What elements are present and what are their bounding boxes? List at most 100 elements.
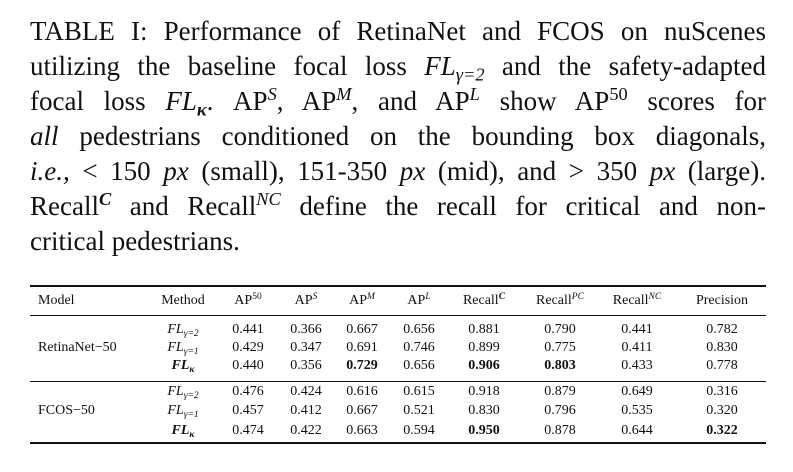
- text-run: scores for: [627, 86, 767, 116]
- value-cell: 0.366: [290, 322, 322, 337]
- text-run: NC: [256, 188, 281, 209]
- caption-line: focal loss FLκ. APS, APM, and APL show A…: [30, 84, 766, 119]
- method-cell: FLγ=2: [167, 322, 199, 339]
- text-run: FL: [167, 340, 184, 355]
- value-cell: 0.656: [403, 322, 435, 337]
- value-cell: 0.878: [544, 423, 576, 438]
- header-cell: APL: [407, 291, 431, 309]
- text-run: γ=1: [183, 346, 199, 357]
- text-run: show AP: [479, 86, 610, 116]
- caption-line: RecallC and RecallNC define the recall f…: [30, 189, 766, 224]
- text-run: L: [425, 291, 431, 302]
- text-run: Recall: [612, 293, 649, 308]
- value-cell: 0.474: [232, 423, 264, 438]
- value-cell: 0.521: [403, 403, 435, 418]
- text-run: and the safety-adapted: [484, 51, 766, 81]
- header-cell: Method: [161, 293, 205, 309]
- text-run: < 150: [69, 156, 164, 186]
- value-cell: 0.433: [621, 358, 653, 373]
- text-run: , AP: [276, 86, 337, 116]
- value-cell: 0.424: [290, 384, 322, 399]
- value-cell: 0.879: [544, 384, 576, 399]
- text-run: M: [366, 291, 375, 302]
- text-run: focal loss: [30, 86, 166, 116]
- value-cell: 0.411: [621, 340, 653, 355]
- text-run: TABLE I: Performance of RetinaNet and FC…: [30, 16, 766, 46]
- value-cell: 0.616: [346, 384, 378, 399]
- text-run: C: [498, 291, 506, 302]
- value-cell: 0.615: [403, 384, 435, 399]
- header-cell: RecallNC: [612, 291, 662, 309]
- value-cell: 0.775: [544, 340, 576, 355]
- text-run: (large).: [675, 156, 766, 186]
- value-cell: 0.899: [468, 340, 500, 355]
- header-rule: [30, 315, 766, 316]
- text-run: all: [30, 121, 59, 151]
- group-rule: [30, 381, 766, 382]
- header-cell: Model: [38, 293, 75, 309]
- text-run: FL: [167, 403, 184, 418]
- value-cell: 0.950: [468, 423, 500, 438]
- value-cell: 0.457: [232, 403, 264, 418]
- text-run: M: [336, 83, 352, 104]
- model-cell: FCOS−50: [38, 403, 95, 418]
- value-cell: 0.729: [346, 358, 378, 373]
- text-run: γ=2: [183, 390, 199, 401]
- header-cell: RecallC: [463, 291, 506, 309]
- text-run: FL: [167, 384, 184, 399]
- value-cell: 0.906: [468, 358, 500, 373]
- text-run: L: [469, 83, 480, 104]
- value-cell: 0.649: [621, 384, 653, 399]
- value-cell: 0.803: [544, 358, 576, 373]
- value-cell: 0.441: [621, 322, 653, 337]
- text-run: define the recall for critical and non-: [280, 191, 766, 221]
- caption-line: i.e., < 150 px (small), 151-350 px (mid)…: [30, 154, 766, 189]
- text-run: γ=2: [183, 328, 199, 339]
- value-cell: 0.422: [290, 423, 322, 438]
- value-cell: 0.644: [621, 423, 653, 438]
- method-cell: FLγ=2: [167, 384, 199, 401]
- text-run: px: [163, 156, 189, 186]
- text-run: κ: [189, 429, 195, 440]
- text-run: PC: [571, 291, 584, 302]
- text-run: C: [98, 188, 112, 209]
- value-cell: 0.667: [346, 403, 378, 418]
- value-cell: 0.746: [403, 340, 435, 355]
- method-cell: FLγ=1: [167, 340, 199, 357]
- table-caption: TABLE I: Performance of RetinaNet and FC…: [30, 14, 766, 259]
- text-run: Model: [38, 293, 75, 308]
- text-run: S: [267, 83, 277, 104]
- value-cell: 0.830: [706, 340, 738, 355]
- value-cell: 0.594: [403, 423, 435, 438]
- text-run: S: [312, 291, 318, 302]
- header-cell: Precision: [696, 293, 748, 309]
- value-cell: 0.441: [232, 322, 264, 337]
- text-run: FL: [171, 423, 190, 438]
- text-run: AP: [294, 293, 313, 308]
- caption-line: TABLE I: Performance of RetinaNet and FC…: [30, 14, 766, 49]
- value-cell: 0.476: [232, 384, 264, 399]
- text-run: NC: [648, 291, 662, 302]
- text-run: (small), 151-350: [188, 156, 400, 186]
- method-cell: FLκ: [172, 358, 195, 375]
- text-run: i.e.,: [30, 156, 70, 186]
- value-cell: 0.347: [290, 340, 322, 355]
- value-cell: 0.918: [468, 384, 500, 399]
- model-cell: RetinaNet−50: [38, 340, 117, 355]
- value-cell: 0.830: [468, 403, 500, 418]
- text-run: px: [399, 156, 426, 186]
- bottom-rule: [30, 442, 766, 444]
- text-run: Precision: [695, 293, 749, 308]
- text-run: FL: [167, 322, 184, 337]
- value-cell: 0.778: [706, 358, 738, 373]
- value-cell: 0.535: [621, 403, 653, 418]
- value-cell: 0.316: [706, 384, 738, 399]
- caption-line: utilizing the baseline focal loss FLγ=2 …: [30, 49, 766, 84]
- value-cell: 0.782: [706, 322, 738, 337]
- header-cell: APS: [294, 291, 318, 309]
- text-run: FL: [165, 86, 197, 116]
- value-cell: 0.440: [232, 358, 264, 373]
- value-cell: 0.412: [290, 403, 322, 418]
- text-run: pedestrians conditioned on the bounding …: [58, 121, 766, 151]
